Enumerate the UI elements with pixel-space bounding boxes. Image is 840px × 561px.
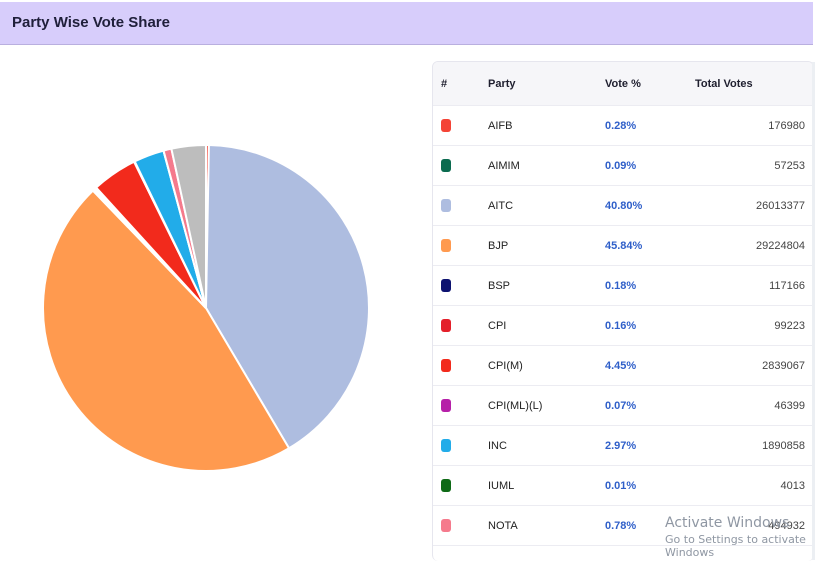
party-name: AIFB — [488, 119, 513, 132]
pie-slice-aitc[interactable] — [204, 144, 370, 450]
party-color-swatch — [441, 159, 451, 172]
table-scrollbar[interactable] — [812, 62, 815, 560]
table-row[interactable]: AIMIM 0.09% 57253 — [433, 146, 813, 186]
party-color-cell — [441, 146, 461, 185]
vote-percentage: 0.01% — [605, 479, 637, 492]
vote-percentage: 0.07% — [605, 399, 637, 412]
party-color-cell — [441, 306, 461, 345]
party-color-swatch — [441, 319, 451, 332]
party-color-cell — [441, 466, 461, 505]
party-color-swatch — [441, 359, 451, 372]
table-row[interactable]: AITC 40.80% 26013377 — [433, 186, 813, 226]
column-header-vote-pct: Vote % — [605, 77, 641, 90]
total-votes: 2839067 — [762, 359, 805, 372]
table-row[interactable]: CPI(ML)(L) 0.07% 46399 — [433, 386, 813, 426]
total-votes: 57253 — [774, 159, 805, 172]
table-row[interactable]: BJP 45.84% 29224804 — [433, 226, 813, 266]
total-votes: 1890858 — [762, 439, 805, 452]
party-color-cell — [441, 106, 461, 145]
table-header-row: # Party Vote % Total Votes — [433, 62, 813, 106]
total-votes: 176980 — [768, 119, 805, 132]
page: Party Wise Vote Share # Party Vote % Tot… — [0, 2, 815, 561]
vote-percentage: 4.45% — [605, 359, 637, 372]
party-color-swatch — [441, 119, 451, 132]
vote-percentage: 0.78% — [605, 519, 637, 532]
vote-percentage: 40.80% — [605, 199, 643, 212]
party-color-swatch — [441, 399, 451, 412]
pie-chart-container — [0, 46, 420, 560]
party-name: BSP — [488, 279, 511, 292]
table-row[interactable]: IUML 0.01% 4013 — [433, 466, 813, 506]
total-votes: 494932 — [768, 519, 805, 532]
party-name: AITC — [488, 199, 514, 212]
table-row[interactable]: AIFB 0.28% 176980 — [433, 106, 813, 146]
party-name: BJP — [488, 239, 509, 252]
party-name: IUML — [488, 479, 515, 492]
vote-percentage: 0.16% — [605, 319, 637, 332]
vote-percentage: 45.84% — [605, 239, 643, 252]
total-votes: 26013377 — [756, 199, 805, 212]
table-row[interactable]: CPI 0.16% 99223 — [433, 306, 813, 346]
party-name: AIMIM — [488, 159, 520, 172]
party-color-swatch — [441, 479, 451, 492]
table-row[interactable]: NOTA 0.78% 494932 — [433, 506, 813, 546]
table-row[interactable]: INC 2.97% 1890858 — [433, 426, 813, 466]
party-name: CPI — [488, 319, 507, 332]
page-title: Party Wise Vote Share — [12, 14, 170, 31]
party-color-swatch — [441, 519, 451, 532]
party-name: CPI(ML)(L) — [488, 399, 543, 412]
vote-percentage: 0.28% — [605, 119, 637, 132]
party-name: INC — [488, 439, 507, 452]
vote-percentage: 0.18% — [605, 279, 637, 292]
vote-percentage: 2.97% — [605, 439, 637, 452]
total-votes: 4013 — [780, 479, 805, 492]
party-color-cell — [441, 346, 461, 385]
party-color-swatch — [441, 279, 451, 292]
pie-slice-others[interactable] — [170, 143, 207, 309]
vote-percentage: 0.09% — [605, 159, 637, 172]
party-name: CPI(M) — [488, 359, 523, 372]
party-color-swatch — [441, 239, 451, 252]
column-header-party: Party — [488, 77, 516, 90]
column-header-total-votes: Total Votes — [695, 77, 753, 90]
party-color-cell — [441, 506, 461, 545]
vote-share-table: # Party Vote % Total Votes AIFB 0.28% 1769… — [432, 61, 814, 561]
party-color-swatch — [441, 439, 451, 452]
party-color-cell — [441, 386, 461, 425]
header-bar: Party Wise Vote Share — [0, 2, 813, 45]
total-votes: 29224804 — [756, 239, 805, 252]
party-color-cell — [441, 186, 461, 225]
total-votes: 46399 — [774, 399, 805, 412]
party-color-cell — [441, 266, 461, 305]
total-votes: 99223 — [774, 319, 805, 332]
party-name: NOTA — [488, 519, 518, 532]
total-votes: 117166 — [769, 279, 805, 292]
column-header-hash: # — [441, 77, 448, 90]
party-color-swatch — [441, 199, 451, 212]
pie-slice-bjp[interactable] — [42, 189, 291, 472]
party-color-cell — [441, 226, 461, 265]
pie-chart — [42, 143, 370, 472]
table-row[interactable]: BSP 0.18% 117166 — [433, 266, 813, 306]
table-row[interactable]: CPI(M) 4.45% 2839067 — [433, 346, 813, 386]
party-color-cell — [441, 426, 461, 465]
